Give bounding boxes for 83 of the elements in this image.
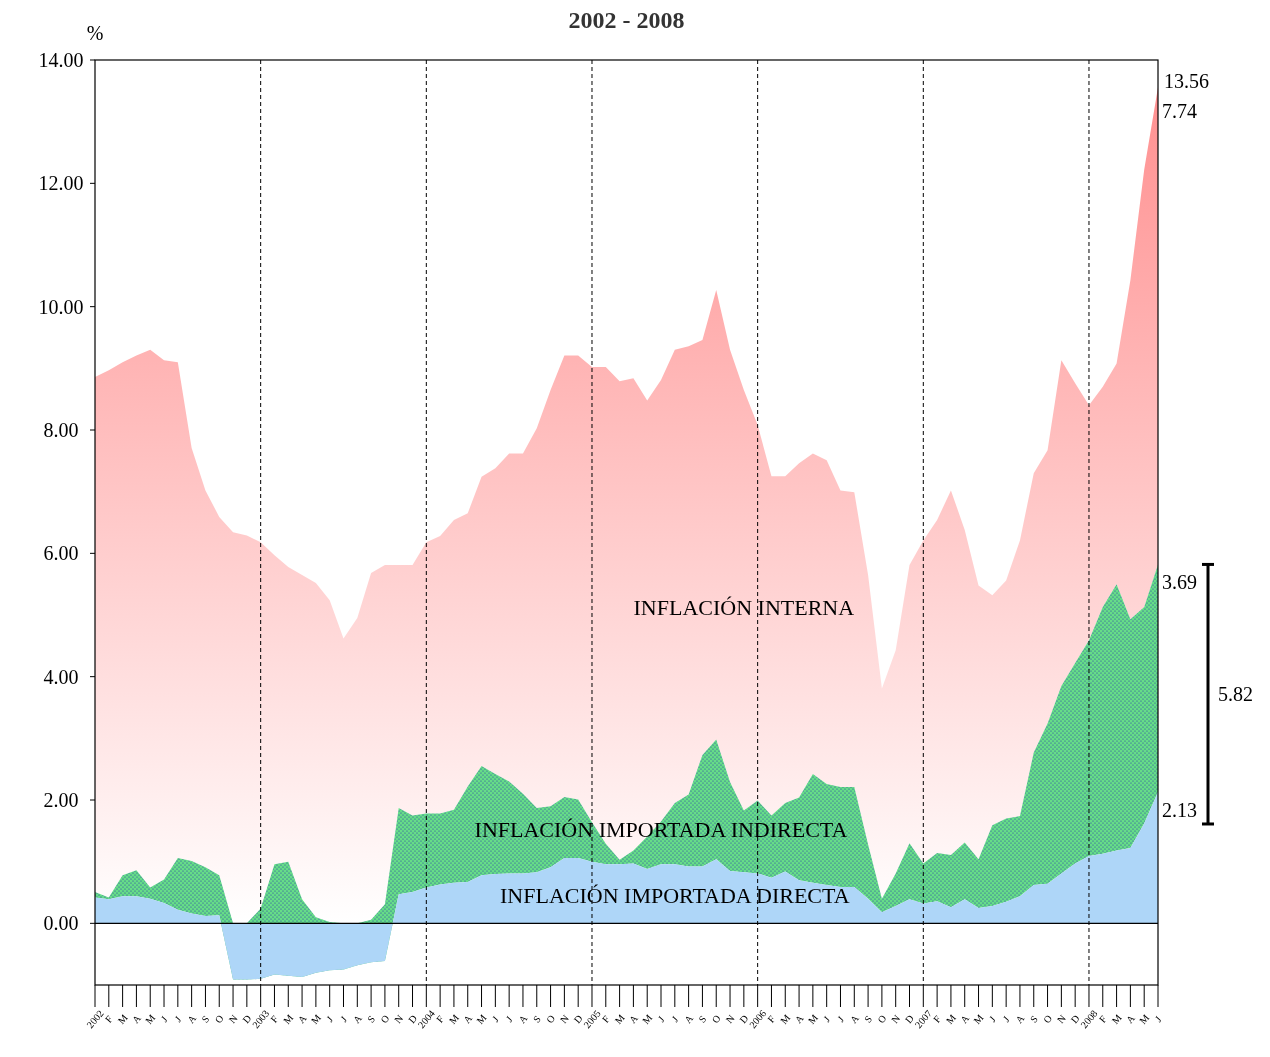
x-tick-label: O xyxy=(1041,1012,1055,1026)
x-tick-label: F xyxy=(268,1013,281,1025)
x-tick-label: N xyxy=(392,1012,406,1026)
x-tick-label: M xyxy=(308,1011,324,1026)
x-tick-label: J xyxy=(1152,1013,1164,1025)
x-tick-label: J xyxy=(986,1013,998,1025)
y-tick-label: 10.00 xyxy=(38,295,84,318)
x-tick-label: S xyxy=(530,1013,543,1025)
x-tick-label: M xyxy=(143,1011,158,1026)
x-tick-label: A xyxy=(847,1012,862,1026)
text: 13.56 xyxy=(1164,70,1209,93)
x-tick-label: F xyxy=(931,1013,944,1025)
y-axis-title: % xyxy=(86,22,104,44)
x-tick-label: A xyxy=(958,1012,972,1026)
x-tick-label: M xyxy=(971,1011,986,1026)
x-tick-label: J xyxy=(489,1013,501,1025)
x-tick-label: A xyxy=(1123,1012,1138,1026)
chart-title: 2002 - 2008 xyxy=(568,7,685,33)
x-tick-label: A xyxy=(1013,1012,1027,1026)
x-tick-label: M xyxy=(474,1011,489,1026)
x-tick-label: S xyxy=(199,1013,212,1025)
x-tick-label: O xyxy=(875,1012,889,1026)
y-tick-label: 2.00 xyxy=(43,789,79,811)
x-tick-label: A xyxy=(350,1012,365,1026)
x-tick-label: A xyxy=(516,1012,530,1026)
x-tick-label: J xyxy=(1000,1013,1012,1025)
x-tick-label: J xyxy=(158,1013,170,1025)
x-tick-label: J xyxy=(503,1013,515,1025)
y-tick-label: 12.00 xyxy=(38,172,84,195)
x-tick-label: M xyxy=(640,1011,655,1026)
x-tick-label: N xyxy=(723,1012,737,1026)
x-tick-label: N xyxy=(889,1012,903,1026)
x-tick-label: J xyxy=(669,1013,681,1025)
data-label: 2.13 xyxy=(1162,798,1197,821)
x-tick-label: A xyxy=(682,1012,696,1026)
x-tick-label: A xyxy=(626,1012,641,1026)
x-tick-label: M xyxy=(446,1011,462,1026)
x-tick-label: S xyxy=(696,1013,709,1025)
y-tick-label: 6.00 xyxy=(43,542,79,565)
x-tick-label: M xyxy=(943,1011,959,1026)
series-label: INFLACIÓN IMPORTADA DIRECTA xyxy=(500,882,850,908)
y-tick-label: 0.00 xyxy=(43,912,79,935)
data-label: 3.69 xyxy=(1162,571,1197,594)
x-tick-label: O xyxy=(544,1012,558,1026)
x-tick-label: M xyxy=(281,1011,296,1026)
x-tick-label: S xyxy=(862,1013,875,1025)
y-tick-label: 8.00 xyxy=(43,419,79,441)
x-tick-label: J xyxy=(821,1013,833,1025)
y-tick-label: 14.00 xyxy=(38,49,84,71)
series-label: INFLACIÓN INTERNA xyxy=(633,595,855,620)
x-tick-label: M xyxy=(612,1011,627,1026)
data-label: 7.74 xyxy=(1162,100,1197,123)
x-tick-label: A xyxy=(185,1012,199,1026)
x-tick-label: J xyxy=(338,1013,350,1025)
x-tick-label: J xyxy=(655,1013,667,1025)
x-tick-label: N xyxy=(226,1012,240,1026)
x-tick-label: O xyxy=(378,1012,392,1026)
y-tick-label: 4.00 xyxy=(43,665,79,688)
x-tick-label: A xyxy=(295,1012,310,1026)
x-tick-label: J xyxy=(324,1013,336,1025)
x-tick-label: D xyxy=(571,1012,585,1026)
x-tick-label: M xyxy=(805,1011,821,1026)
x-tick-label: F xyxy=(599,1013,613,1025)
x-tick-label: D xyxy=(1068,1012,1082,1026)
x-tick-label: F xyxy=(434,1013,447,1025)
x-tick-label: F xyxy=(1096,1013,1110,1025)
x-tick-label: N xyxy=(557,1012,571,1026)
x-tick-label: M xyxy=(1137,1011,1152,1026)
x-tick-label: J xyxy=(172,1013,184,1025)
x-tick-label: A xyxy=(792,1012,807,1026)
text: 5.82 xyxy=(1218,683,1253,706)
x-tick-label: A xyxy=(461,1012,475,1026)
x-tick-label: A xyxy=(129,1012,144,1026)
x-tick-label: J xyxy=(835,1013,847,1025)
x-tick-label: O xyxy=(709,1012,723,1026)
x-tick-label: F xyxy=(765,1013,778,1025)
x-tick-label: M xyxy=(115,1011,130,1026)
x-tick-label: M xyxy=(778,1011,793,1026)
x-tick-label: O xyxy=(212,1012,226,1026)
x-tick-label: M xyxy=(1109,1011,1124,1026)
x-tick-label: N xyxy=(1054,1012,1068,1026)
x-tick-label: S xyxy=(1027,1013,1040,1025)
x-tick-label: S xyxy=(365,1013,378,1025)
